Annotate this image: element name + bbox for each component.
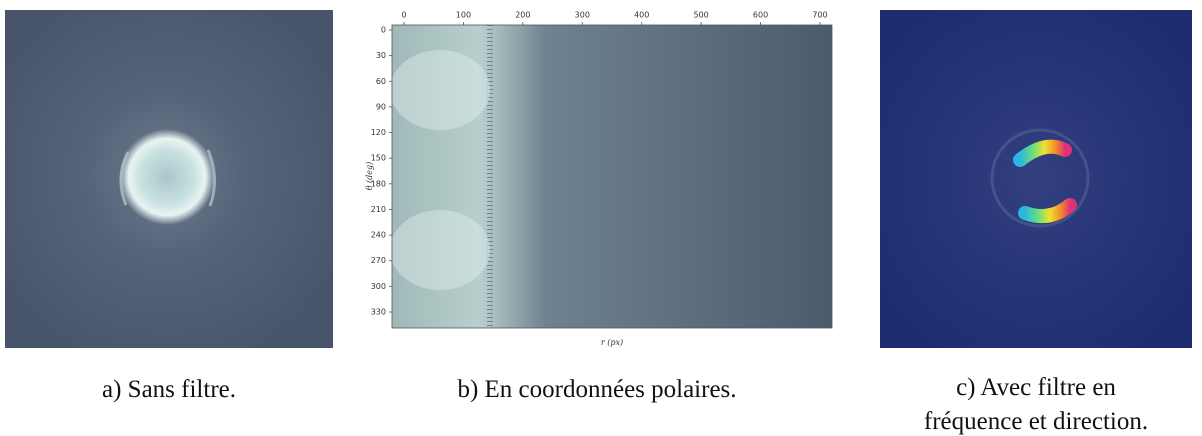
ring: [990, 128, 1090, 228]
y-tick-label: 210: [371, 205, 386, 214]
ring: [119, 129, 215, 225]
y-tick-label: 240: [371, 231, 386, 240]
y-tick-label: 150: [371, 154, 386, 163]
bright-band: [390, 210, 490, 290]
image-c: [880, 10, 1192, 348]
y-axis-label: θ (deg): [365, 162, 374, 191]
x-axis-label: r (px): [601, 338, 623, 347]
filtered-arc: [1018, 198, 1077, 224]
x-tick-label: 700: [812, 11, 827, 20]
y-tick-label: 120: [371, 128, 386, 137]
caption: a) Sans filtre.: [102, 376, 236, 403]
y-tick-label: 60: [376, 77, 386, 86]
x-tick-label: 100: [456, 11, 471, 20]
image-b: [392, 25, 832, 328]
x-tick-label: 400: [634, 11, 649, 20]
x-tick-label: 0: [401, 11, 406, 20]
y-tick-label: 330: [371, 308, 386, 317]
plot-frame: [391, 24, 833, 329]
y-tick-label: 30: [376, 51, 386, 60]
y-tick-label: 270: [371, 256, 386, 265]
bright-band: [390, 50, 490, 130]
y-tick-label: 0: [381, 26, 386, 35]
x-tick-label: 300: [575, 11, 590, 20]
arcs: [119, 149, 216, 207]
x-tick-label: 500: [694, 11, 709, 20]
x-tick-label: 200: [515, 11, 530, 20]
x-tick-label: 600: [753, 11, 768, 20]
caption: c) Avec filtre en: [956, 374, 1116, 401]
caption: fréquence et direction.: [924, 408, 1148, 435]
y-tick-label: 300: [371, 282, 386, 291]
y-tick-label: 180: [371, 179, 386, 188]
caption: b) En coordonnées polaires.: [457, 376, 736, 403]
filtered-arc: [1013, 139, 1072, 167]
y-tick-label: 90: [376, 102, 386, 111]
